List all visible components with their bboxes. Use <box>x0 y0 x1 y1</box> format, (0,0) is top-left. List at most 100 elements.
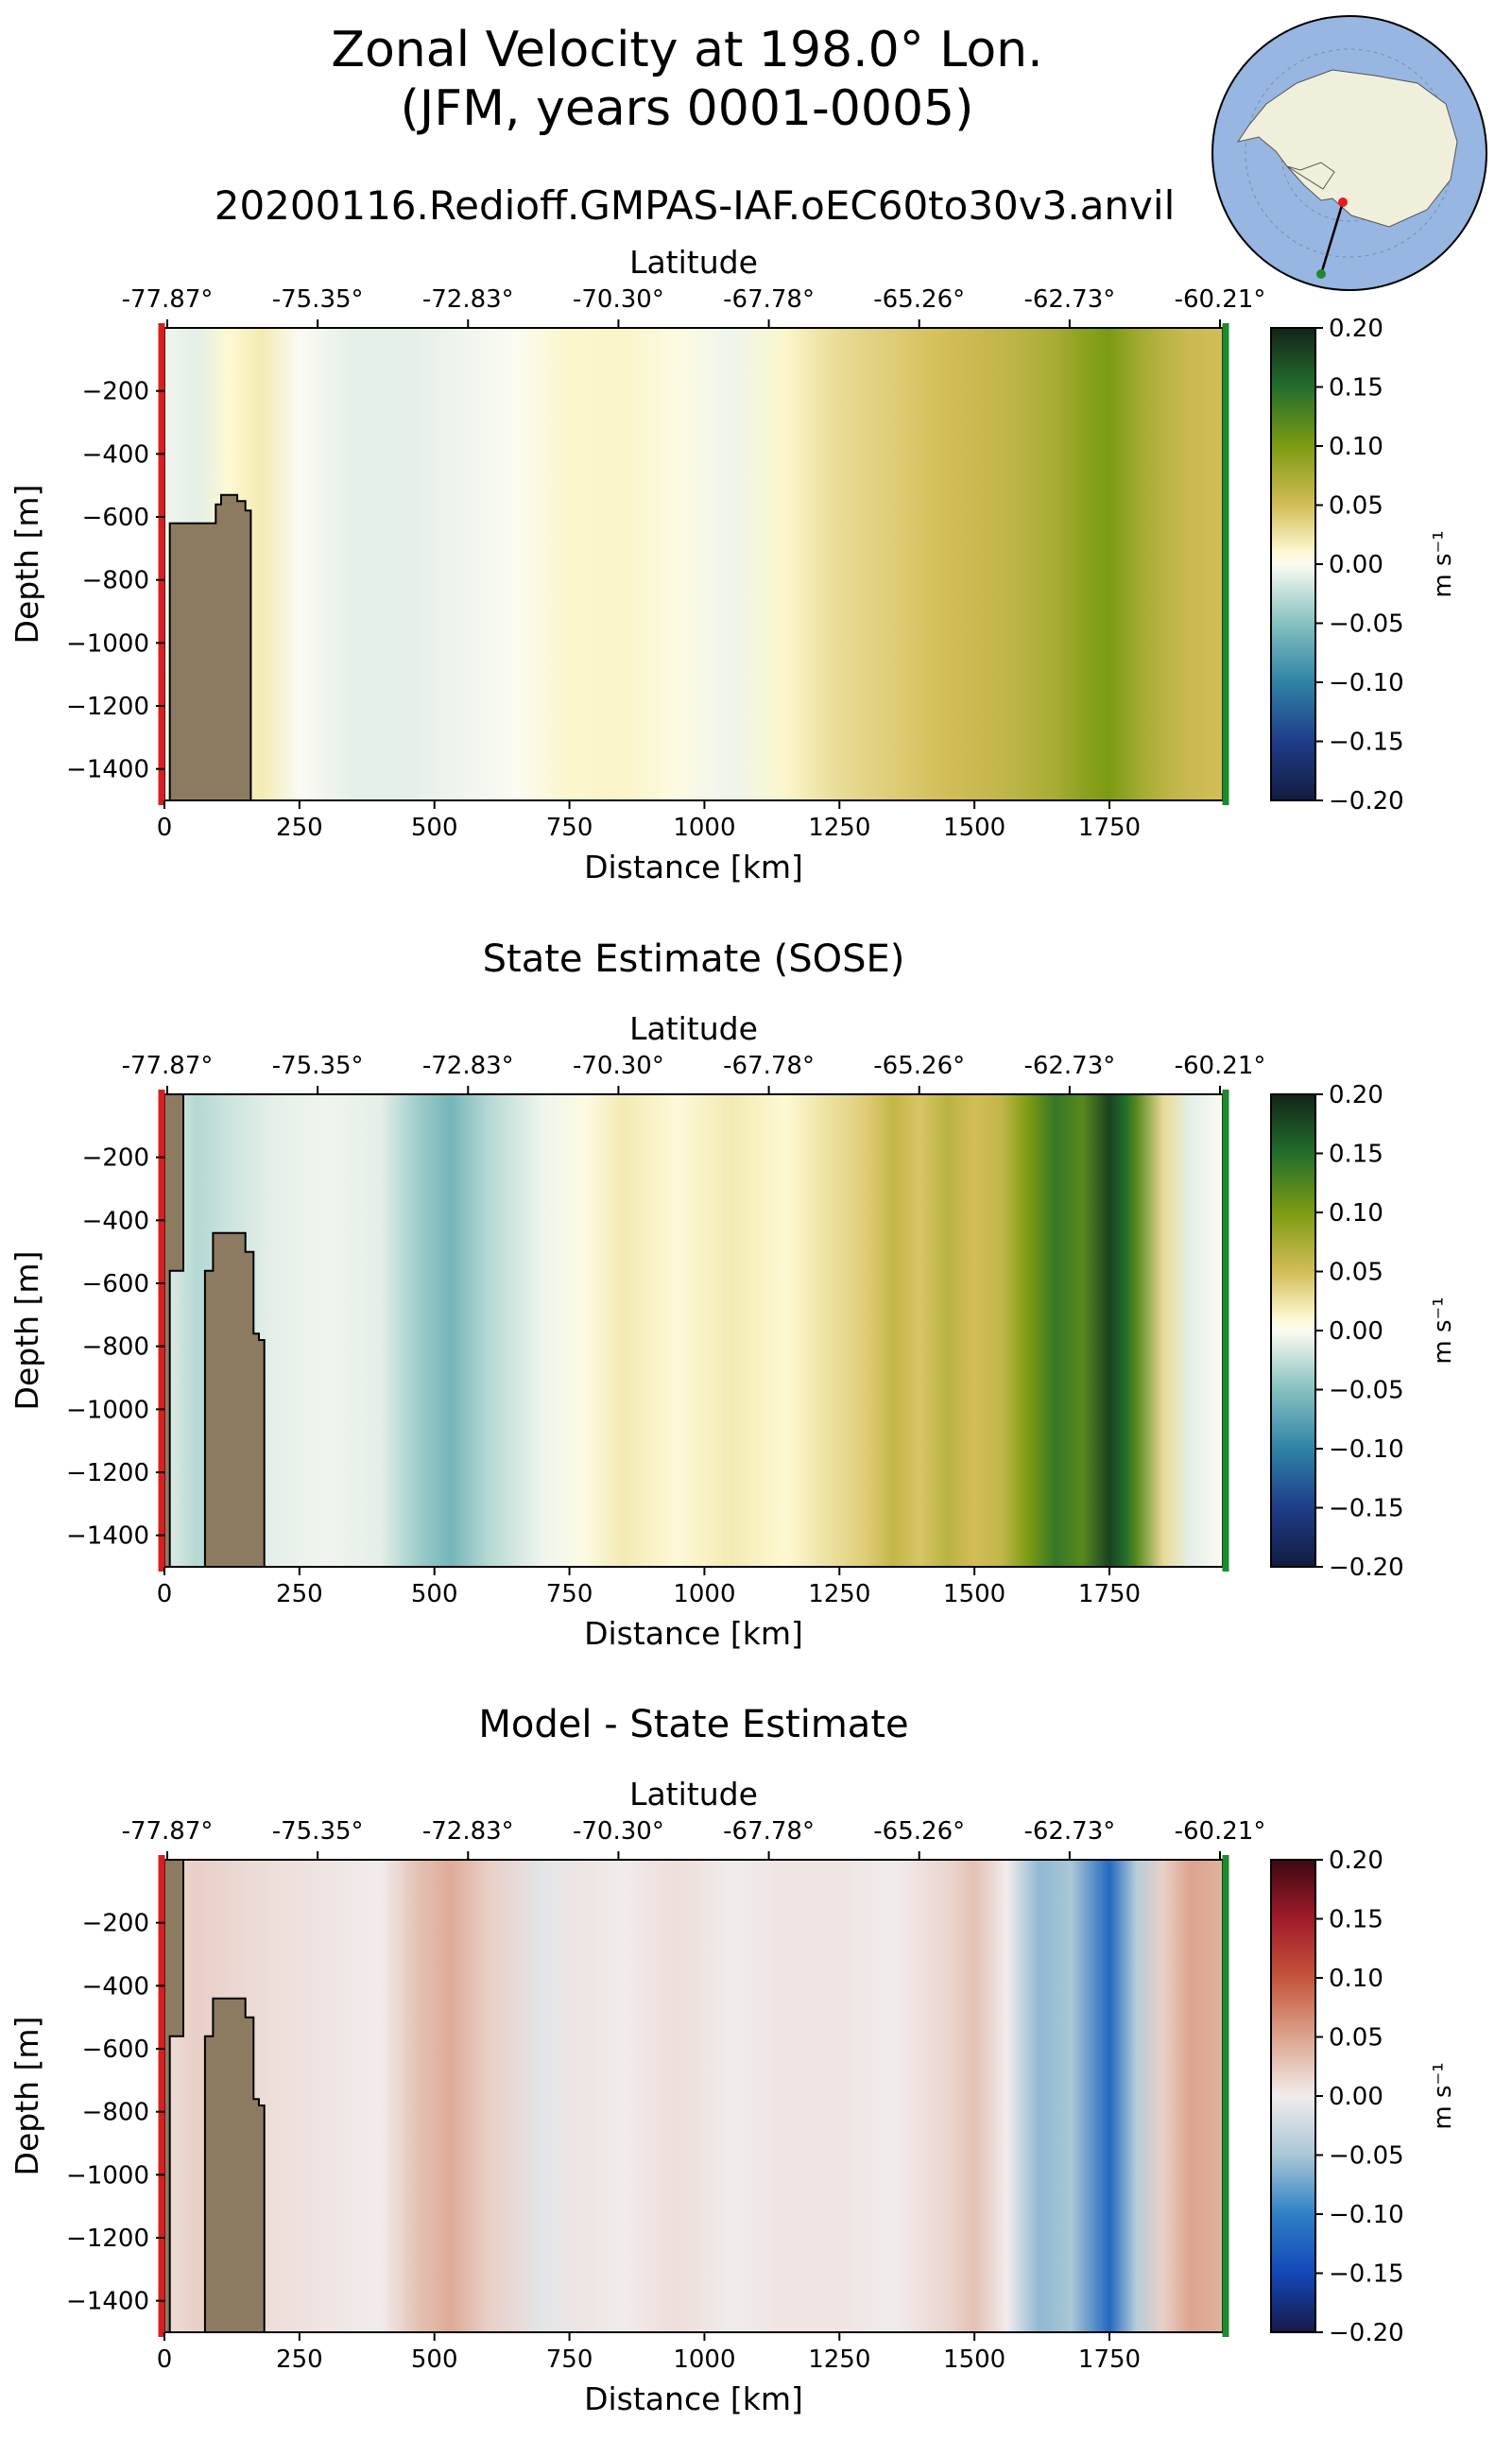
latitude-tick-label: -77.87° <box>122 1817 214 1846</box>
colorbar-tick-label: 0.10 <box>1329 1199 1383 1228</box>
colorbar-label: m s⁻¹ <box>1429 530 1457 597</box>
x-axis-label: Distance [km] <box>584 2380 803 2417</box>
panel-title: Model - State Estimate <box>478 1703 908 1746</box>
x-tick-label: 500 <box>411 2345 458 2374</box>
y-tick-label: −200 <box>82 378 149 406</box>
latitude-tick-label: -75.35° <box>272 1817 364 1846</box>
figure-title-line2: (JFM, years 0001-0005) <box>401 80 974 137</box>
colorbar-tick-label: 0.10 <box>1329 433 1383 461</box>
latitude-tick-label: -62.73° <box>1023 285 1115 314</box>
latitude-tick-label: -67.78° <box>723 1817 815 1846</box>
latitude-axis-label: Latitude <box>629 244 758 281</box>
colorbar-tick-label: 0.15 <box>1329 1141 1383 1169</box>
y-axis-label: Depth [m] <box>9 2017 45 2176</box>
colorbar-tick-label: −0.20 <box>1329 1554 1404 1582</box>
latitude-axis-label: Latitude <box>629 1776 758 1813</box>
y-tick-label: −600 <box>82 504 149 532</box>
y-axis-label: Depth [m] <box>9 1251 45 1411</box>
panel-2: State Estimate (SOSE) 0 250 500 750 1000 1250 1… <box>9 937 1457 1652</box>
colorbar <box>1270 327 1316 801</box>
x-tick-label: 0 <box>157 2345 173 2374</box>
section-end-marker <box>1316 269 1326 279</box>
latitude-tick-label: -70.30° <box>573 1817 664 1846</box>
y-tick-label: −1200 <box>66 693 149 721</box>
x-axis-label: Distance [km] <box>584 849 803 885</box>
y-tick-label: −400 <box>82 1972 149 2001</box>
latitude-tick-label: -77.87° <box>122 1052 214 1080</box>
colorbar-tick-label: 0.15 <box>1329 1906 1383 1934</box>
colorbar-tick-label: 0.20 <box>1329 1081 1383 1109</box>
latitude-tick-label: -65.26° <box>873 285 965 314</box>
colorbar-tick-label: 0.05 <box>1329 2024 1383 2053</box>
latitude-tick-label: -77.87° <box>122 285 214 314</box>
y-tick-label: −1400 <box>66 2288 149 2316</box>
colorbar-tick-label: −0.15 <box>1329 729 1404 757</box>
y-tick-label: −600 <box>82 1270 149 1298</box>
velocity-field <box>164 1094 1223 1567</box>
x-tick-label: 750 <box>546 814 593 842</box>
x-tick-label: 0 <box>157 1580 173 1608</box>
x-tick-label: 250 <box>276 2345 323 2374</box>
colorbar-label: m s⁻¹ <box>1429 2062 1457 2129</box>
y-tick-label: −800 <box>82 1333 149 1362</box>
y-tick-label: −400 <box>82 440 149 469</box>
latitude-tick-label: -62.73° <box>1023 1817 1115 1846</box>
x-tick-label: 1500 <box>943 814 1005 842</box>
latitude-tick-label: -65.26° <box>873 1052 965 1080</box>
x-tick-label: 500 <box>411 814 458 842</box>
seafloor-bathymetry <box>163 1093 266 1568</box>
colorbar-tick-label: 0.00 <box>1329 1317 1383 1346</box>
colorbar-tick-label: −0.20 <box>1329 2319 1404 2347</box>
y-tick-label: −1200 <box>66 2225 149 2253</box>
y-tick-label: −1200 <box>66 1459 149 1487</box>
y-axis-label: Depth [m] <box>9 485 45 644</box>
y-tick-label: −1400 <box>66 1522 149 1551</box>
x-tick-label: 1000 <box>673 1580 735 1608</box>
figure-title-line1: Zonal Velocity at 198.0° Lon. <box>331 22 1042 78</box>
latitude-tick-label: -75.35° <box>272 285 364 314</box>
section-start-marker <box>1338 198 1348 207</box>
x-tick-label: 750 <box>546 1580 593 1608</box>
latitude-tick-label: -75.35° <box>272 1052 364 1080</box>
y-tick-label: −600 <box>82 2036 149 2064</box>
y-tick-label: −400 <box>82 1207 149 1235</box>
latitude-tick-label: -70.30° <box>573 285 664 314</box>
y-tick-label: −800 <box>82 567 149 595</box>
x-tick-label: 1750 <box>1078 1580 1141 1608</box>
latitude-tick-label: -60.21° <box>1175 1052 1266 1080</box>
x-tick-label: 1750 <box>1078 2345 1141 2374</box>
colorbar-tick-label: 0.20 <box>1329 315 1383 343</box>
colorbar-tick-label: −0.10 <box>1329 669 1404 697</box>
antarctica-polar-map-icon <box>1211 15 1487 291</box>
y-tick-label: −200 <box>82 1144 149 1173</box>
colorbar-tick-label: 0.10 <box>1329 1965 1383 1993</box>
seafloor-bathymetry <box>164 493 252 801</box>
colorbar-tick-label: 0.00 <box>1329 2083 1383 2111</box>
colorbar-tick-label: −0.05 <box>1329 610 1404 639</box>
panel-3: Model - State Estimate 0 250 500 750 1000 1250… <box>9 1703 1457 2417</box>
panel-1: 0 250 500 750 1000 1250 1500 1750 Distance [km] −… <box>9 244 1457 885</box>
colorbar <box>1270 1859 1316 2333</box>
latitude-tick-label: -60.21° <box>1175 1817 1266 1846</box>
y-tick-label: −1000 <box>66 2161 149 2190</box>
colorbar <box>1270 1093 1316 1568</box>
latitude-tick-label: -65.26° <box>873 1817 965 1846</box>
y-tick-label: −1000 <box>66 1396 149 1424</box>
seafloor-bathymetry <box>163 1859 266 2333</box>
x-tick-label: 1500 <box>943 1580 1005 1608</box>
latitude-tick-label: -67.78° <box>723 285 815 314</box>
colorbar-tick-label: 0.20 <box>1329 1847 1383 1875</box>
latitude-tick-label: -67.78° <box>723 1052 815 1080</box>
latitude-tick-label: -60.21° <box>1175 285 1266 314</box>
colorbar-tick-label: −0.20 <box>1329 787 1404 816</box>
colorbar-tick-label: 0.05 <box>1329 1259 1383 1287</box>
latitude-tick-label: -62.73° <box>1023 1052 1115 1080</box>
colorbar-tick-label: −0.05 <box>1329 2142 1404 2171</box>
x-tick-label: 1250 <box>808 1580 870 1608</box>
run-name: 20200116.Redioff.GMPAS-IAF.oEC60to30v3.a… <box>215 182 1176 229</box>
x-tick-label: 1000 <box>673 2345 735 2374</box>
colorbar-tick-label: −0.15 <box>1329 2260 1404 2289</box>
x-axis-label: Distance [km] <box>584 1615 803 1652</box>
x-tick-label: 0 <box>157 814 173 842</box>
